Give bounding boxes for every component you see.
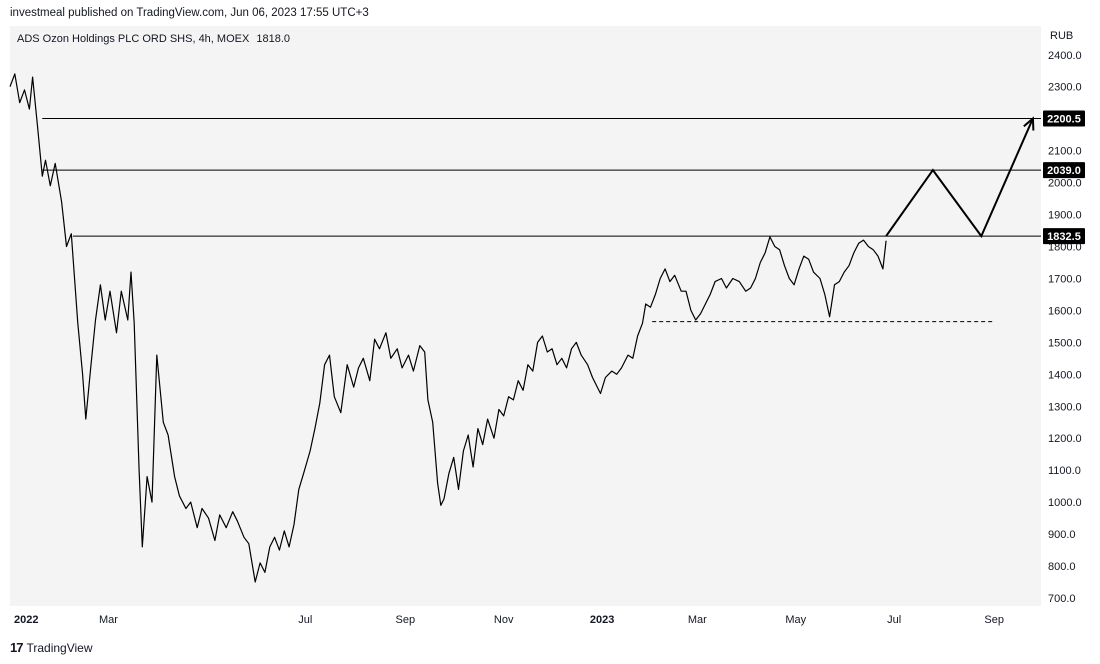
x-tick-label: Jul: [887, 614, 901, 626]
projection-path: [885, 118, 1034, 239]
x-tick-label: Jul: [298, 614, 312, 626]
x-tick-label: Nov: [494, 614, 514, 626]
y-tick-label: 2300.0: [1048, 82, 1082, 94]
price-series-line: [9, 73, 887, 583]
x-tick-label: Sep: [396, 614, 416, 626]
y-tick-label: 1700.0: [1048, 273, 1082, 285]
y-tick-label: 1400.0: [1048, 369, 1082, 381]
price-label-box: [1043, 162, 1085, 179]
y-tick-label: 2400.0: [1048, 50, 1082, 62]
y-tick-label: 1200.0: [1048, 433, 1082, 445]
publish-info: investmeal published on TradingView.com,…: [10, 7, 369, 19]
price-label: 2039.0: [1047, 165, 1081, 177]
y-tick-label: 1600.0: [1048, 305, 1082, 317]
x-tick-label: 2023: [590, 614, 614, 626]
x-tick-label: Mar: [688, 614, 707, 626]
brand-label: TradingView: [26, 640, 93, 655]
x-tick-label: Mar: [99, 614, 118, 626]
price-label-box: [1043, 110, 1085, 127]
y-tick-label: 2000.0: [1048, 178, 1082, 190]
tradingview-logo-icon: 17: [10, 640, 24, 655]
price-label-box: [1043, 228, 1085, 245]
y-tick-label: 1300.0: [1048, 401, 1082, 413]
x-tick-label: May: [785, 614, 806, 626]
chart-plot-area[interactable]: [10, 26, 1041, 606]
y-tick-label: 800.0: [1048, 561, 1076, 573]
last-price: 1818.0: [256, 33, 291, 45]
chart-legend: ADS Ozon Holdings PLC ORD SHS, 4h, MOEX …: [17, 33, 294, 45]
y-tick-label: 700.0: [1048, 593, 1076, 605]
y-tick-label: 1900.0: [1048, 210, 1082, 222]
tradingview-footer: 17 TradingView: [10, 640, 93, 655]
price-label: 2200.5: [1047, 114, 1081, 126]
y-tick-label: 1000.0: [1048, 497, 1082, 509]
y-tick-label: 900.0: [1048, 529, 1076, 541]
y-tick-label: 1800.0: [1048, 241, 1082, 253]
x-tick-label: Sep: [984, 614, 1004, 626]
y-tick-label: 1500.0: [1048, 337, 1082, 349]
y-tick-label: 1100.0: [1048, 465, 1081, 477]
symbol-description: ADS Ozon Holdings PLC ORD SHS, 4h, MOEX: [17, 33, 250, 45]
y-tick-label: 2100.0: [1048, 146, 1082, 158]
currency-label: RUB: [1050, 30, 1074, 42]
x-tick-label: 2022: [14, 614, 38, 626]
projection-arrow-icon: [1023, 116, 1035, 131]
price-label: 1832.5: [1047, 231, 1081, 243]
